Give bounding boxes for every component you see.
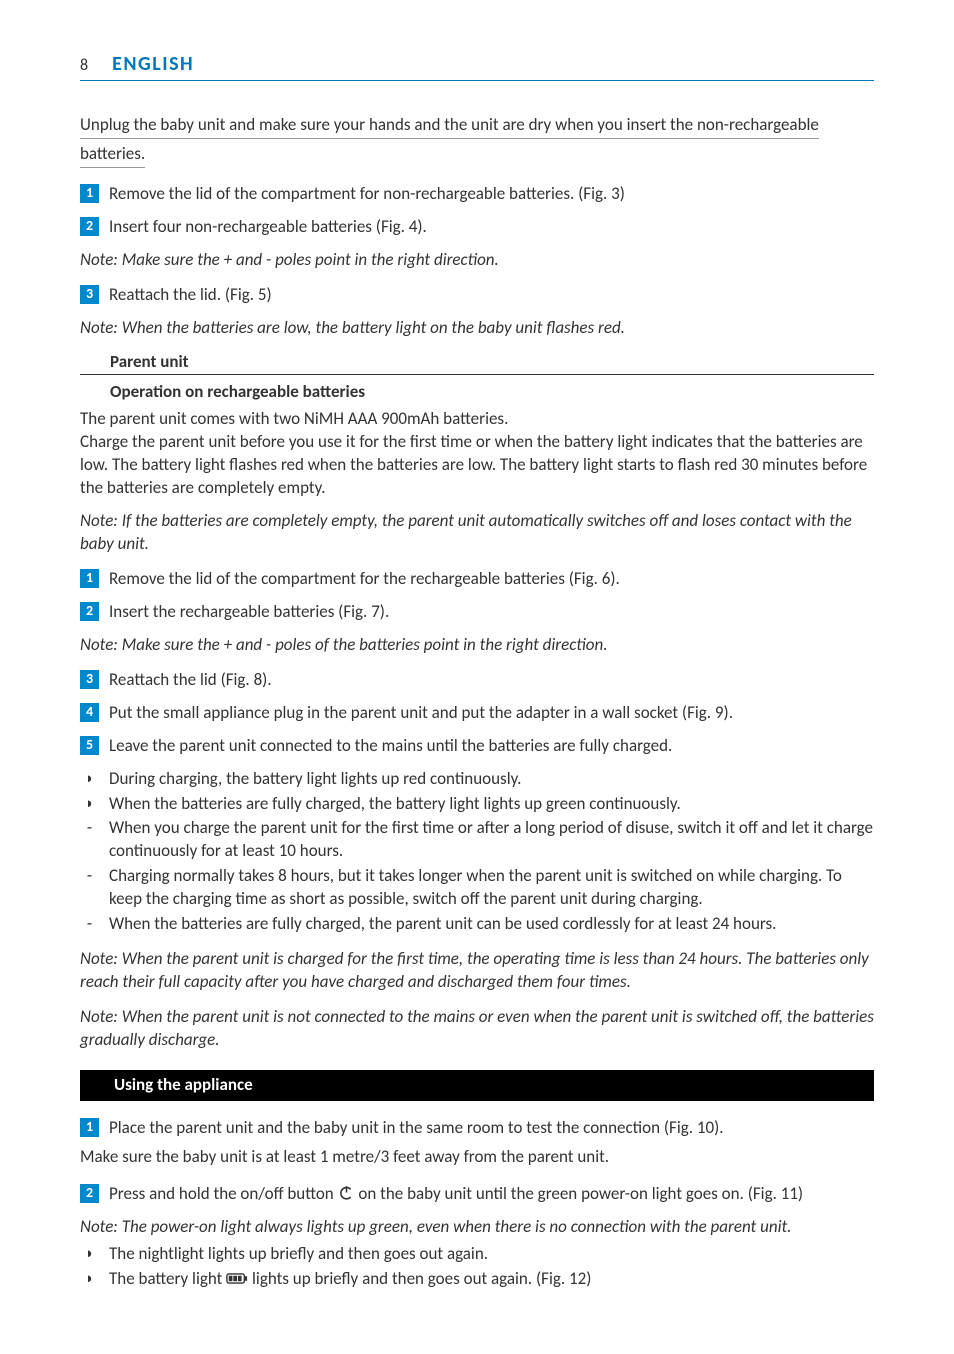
numbered-step: 3 Reattach the lid (Fig. 8). bbox=[80, 669, 874, 692]
step-number: 1 bbox=[80, 1118, 99, 1137]
subheading-parent-unit: Parent unit bbox=[80, 351, 189, 374]
caret-icon: ◗ bbox=[80, 1269, 99, 1289]
list-item: ◗ During charging, the battery light ligh… bbox=[80, 768, 874, 791]
step-power-pre: Press and hold the on/off button bbox=[109, 1183, 338, 1204]
step-number: 3 bbox=[80, 670, 99, 689]
step-number: 2 bbox=[80, 217, 99, 236]
list-item: -When the batteries are fully charged, t… bbox=[80, 913, 874, 936]
bullet-battery-pre: The battery light bbox=[109, 1268, 226, 1289]
numbered-step: 1 Place the parent unit and the baby unit… bbox=[80, 1117, 874, 1140]
step-text: Press and hold the on/off button on the … bbox=[109, 1183, 874, 1206]
subsubheading-rechargeable: Operation on rechargeable batteries bbox=[110, 381, 874, 404]
intro-warning: Unplug the baby unit and make sure your … bbox=[80, 111, 874, 169]
numbered-step: 1 Remove the lid of the compartment for n… bbox=[80, 183, 874, 206]
para-parent-unit: The parent unit comes with two NiMH AAA … bbox=[80, 408, 874, 500]
step-number: 2 bbox=[80, 1184, 99, 1203]
list-item: ◗ When the batteries are fully charged, t… bbox=[80, 793, 874, 816]
step-text: Insert the rechargeable batteries (Fig. … bbox=[109, 601, 874, 624]
language-title: ENGLISH bbox=[112, 51, 194, 78]
bullet-text: Charging normally takes 8 hours, but it … bbox=[109, 865, 874, 911]
bullet-text: The battery light lights up briefly and … bbox=[109, 1268, 874, 1291]
step-text: Remove the lid of the compartment for no… bbox=[109, 183, 874, 206]
numbered-step: 3 Reattach the lid. (Fig. 5) bbox=[80, 284, 874, 307]
note-polarity-parent: Note: Make sure the + and - poles of the… bbox=[80, 634, 874, 657]
page-header: 8 ENGLISH bbox=[80, 51, 874, 81]
numbered-step: 2 Insert four non-rechargeable batteries … bbox=[80, 216, 874, 239]
note-power-light-green: Note: The power-on light always lights u… bbox=[80, 1216, 874, 1239]
section-using-appliance: Using the appliance bbox=[80, 1070, 874, 1101]
step-number: 4 bbox=[80, 703, 99, 722]
numbered-step: 4 Put the small appliance plug in the par… bbox=[80, 702, 874, 725]
bullet-text: When the batteries are fully charged, th… bbox=[109, 793, 874, 816]
step-text: Reattach the lid. (Fig. 5) bbox=[109, 284, 874, 307]
step-text: Insert four non-rechargeable batteries (… bbox=[109, 216, 874, 239]
step-number: 2 bbox=[80, 602, 99, 621]
step-number: 5 bbox=[80, 736, 99, 755]
note-empty-auto-off: Note: If the batteries are completely em… bbox=[80, 510, 874, 556]
bullet-battery-light: ◗ The battery light lights up briefly an… bbox=[80, 1268, 874, 1291]
step-text: Remove the lid of the compartment for th… bbox=[109, 568, 874, 591]
intro-warning-text: Unplug the baby unit and make sure your … bbox=[80, 114, 819, 168]
step-number: 1 bbox=[80, 184, 99, 203]
step-number: 1 bbox=[80, 569, 99, 588]
list-item: -When you charge the parent unit for the… bbox=[80, 817, 874, 863]
page-number: 8 bbox=[80, 55, 88, 77]
dash-icon: - bbox=[80, 913, 99, 936]
bullet-text: When you charge the parent unit for the … bbox=[109, 817, 874, 863]
power-icon bbox=[338, 1183, 355, 1206]
step-power-on: 2 Press and hold the on/off button on th… bbox=[80, 1183, 874, 1206]
numbered-step: 5 Leave the parent unit connected to the … bbox=[80, 735, 874, 758]
battery-icon bbox=[226, 1268, 248, 1291]
numbered-step: 2 Insert the rechargeable batteries (Fig.… bbox=[80, 601, 874, 624]
caret-icon: ◗ bbox=[80, 769, 99, 789]
bullet-text: During charging, the battery light light… bbox=[109, 768, 874, 791]
step-text: Reattach the lid (Fig. 8). bbox=[109, 669, 874, 692]
step-power-post: on the baby unit until the green power-o… bbox=[358, 1183, 803, 1204]
bullet-nightlight: ◗ The nightlight lights up briefly and t… bbox=[80, 1243, 874, 1266]
step-number: 3 bbox=[80, 285, 99, 304]
note-low-battery-baby: Note: When the batteries are low, the ba… bbox=[80, 317, 874, 340]
step-text: Put the small appliance plug in the pare… bbox=[109, 702, 874, 725]
caret-icon: ◗ bbox=[80, 1244, 99, 1264]
subheading-parent-unit-row: Parent unit bbox=[80, 351, 874, 375]
caret-icon: ◗ bbox=[80, 794, 99, 814]
para-distance: Make sure the baby unit is at least 1 me… bbox=[80, 1146, 874, 1169]
bullet-battery-post: lights up briefly and then goes out agai… bbox=[252, 1268, 591, 1289]
dash-icon: - bbox=[80, 865, 99, 888]
dash-icon: - bbox=[80, 817, 99, 840]
step-text: Leave the parent unit connected to the m… bbox=[109, 735, 874, 758]
numbered-step: 1 Remove the lid of the compartment for t… bbox=[80, 568, 874, 591]
note-polarity-baby: Note: Make sure the + and - poles point … bbox=[80, 249, 874, 272]
note-gradual-discharge: Note: When the parent unit is not connec… bbox=[80, 1006, 874, 1052]
step-text: Place the parent unit and the baby unit … bbox=[109, 1117, 874, 1140]
note-first-charge: Note: When the parent unit is charged fo… bbox=[80, 948, 874, 994]
bullet-text: The nightlight lights up briefly and the… bbox=[109, 1243, 874, 1266]
bullet-text: When the batteries are fully charged, th… bbox=[109, 913, 874, 936]
list-item: -Charging normally takes 8 hours, but it… bbox=[80, 865, 874, 911]
